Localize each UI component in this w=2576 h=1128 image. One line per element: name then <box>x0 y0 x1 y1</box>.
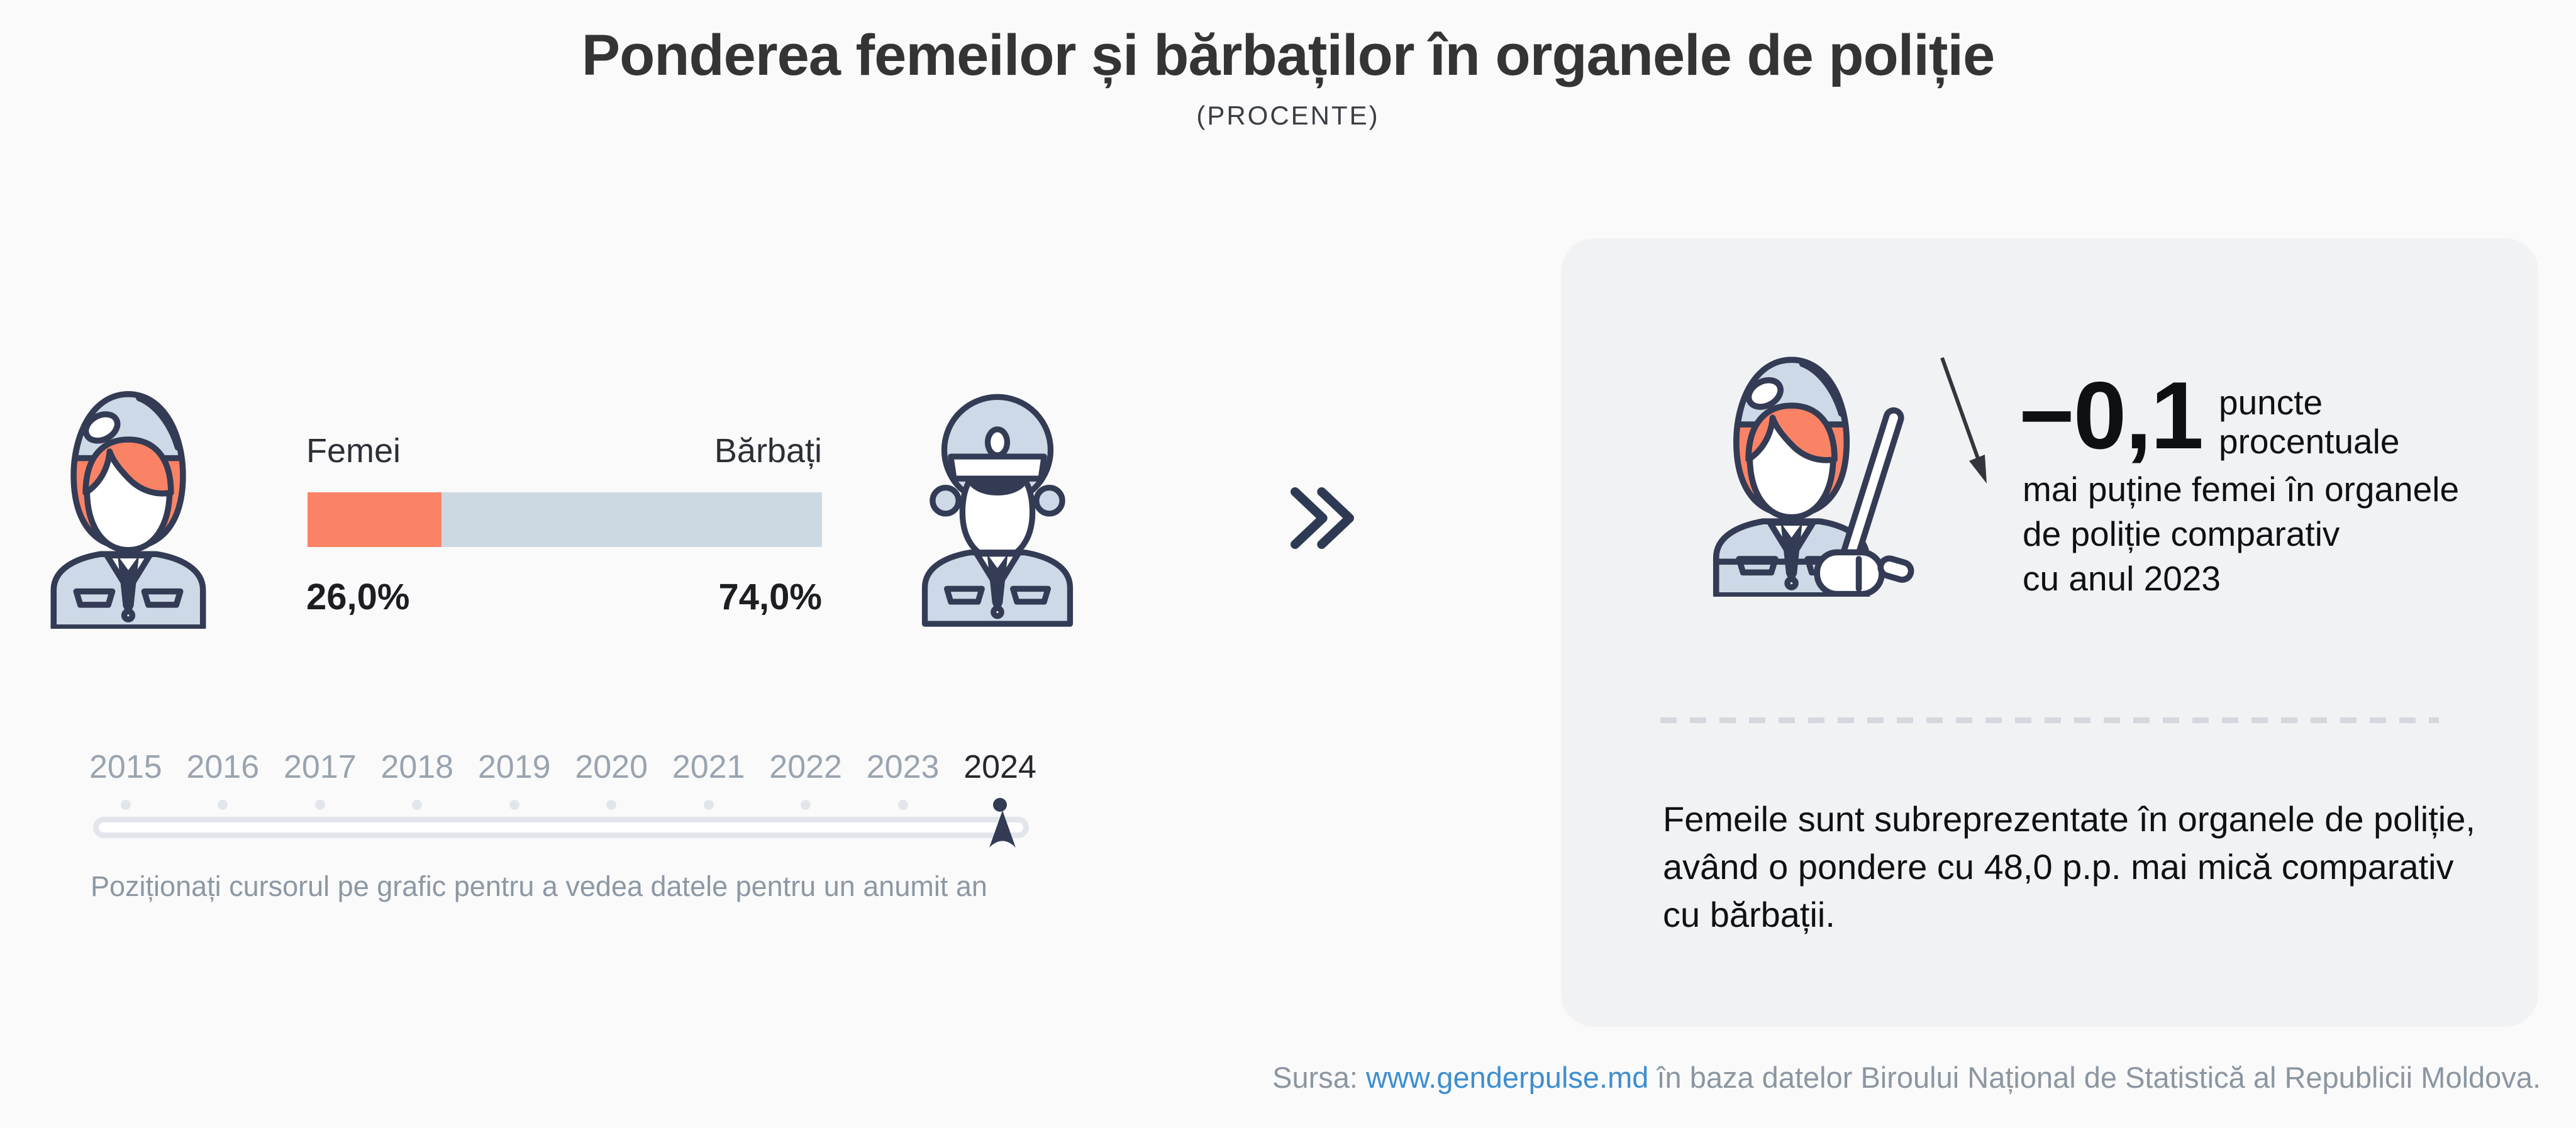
timeline-year-label: 2015 <box>89 749 162 785</box>
timeline-year-item[interactable]: 2020 <box>575 748 648 812</box>
timeline-dot <box>218 800 228 810</box>
timeline-year-label: 2016 <box>186 749 260 785</box>
slider-cursor-marker-icon[interactable] <box>987 809 1018 851</box>
timeline-dot <box>993 798 1008 812</box>
gender-share-bar[interactable] <box>308 492 822 547</box>
timeline-dot <box>314 800 325 810</box>
timeline-year-item[interactable]: 2023 <box>866 748 940 812</box>
page-title: Ponderea femeilor și bărbaților în organ… <box>581 23 1996 87</box>
panel-summary: Femeile sunt subreprezentate în organele… <box>1663 799 2475 934</box>
timeline-year-item[interactable]: 2021 <box>672 748 745 812</box>
timeline-year-item[interactable]: 2024 <box>963 748 1036 812</box>
timeline-dot <box>801 800 811 810</box>
delta-unit: puncte procentuale <box>2219 383 2400 461</box>
summary-panel: −0,1 puncte procentuale mai puține femei … <box>1561 238 2538 1027</box>
timeline-year-item[interactable]: 2016 <box>186 748 259 812</box>
timeline-year-label: 2020 <box>575 749 648 785</box>
bar-segment-male[interactable] <box>441 492 822 547</box>
timeline-year-label: 2023 <box>866 749 940 785</box>
timeline-year-item[interactable]: 2019 <box>478 748 551 812</box>
female-police-officer-with-baton-icon <box>1687 328 1914 597</box>
down-right-arrow-icon <box>1940 357 1987 484</box>
timeline-year-label: 2019 <box>477 749 551 785</box>
timeline-year-label: 2022 <box>769 749 842 785</box>
timeline-year-item[interactable]: 2022 <box>769 748 842 812</box>
source-link[interactable]: www.genderpulse.md <box>1366 1061 1649 1094</box>
double-chevron-right-icon <box>1291 487 1354 550</box>
timeline-year-item[interactable]: 2015 <box>89 748 162 812</box>
timeline-year-label: 2021 <box>672 749 745 785</box>
delta-description: mai puține femei în organele de poliție c… <box>2023 470 2460 598</box>
timeline-dot <box>120 800 131 810</box>
female-series-label: Femei <box>306 432 401 470</box>
timeline-year-label: 2017 <box>283 749 357 785</box>
source-prefix: Sursa: <box>1272 1061 1367 1094</box>
female-value-label: 26,0% <box>306 577 410 617</box>
timeline-dot <box>412 800 423 810</box>
timeline-hint: Poziționați cursorul pe grafic pentru a … <box>91 870 987 902</box>
timeline-year-item[interactable]: 2018 <box>380 748 453 812</box>
source-line: Sursa: www.genderpulse.md în baza datelo… <box>1272 1060 2541 1095</box>
timeline-year-item[interactable]: 2017 <box>284 748 357 812</box>
male-series-label: Bărbați <box>714 432 822 470</box>
timeline-dot <box>509 800 519 810</box>
male-police-officer-icon <box>913 362 1082 629</box>
timeline-dot <box>897 800 908 810</box>
delta-value: −0,1 <box>2019 362 2204 469</box>
dashed-divider <box>1660 717 2439 723</box>
timeline-slider-track-inner <box>99 822 1023 832</box>
timeline-dot <box>606 800 617 810</box>
timeline-year-label: 2018 <box>380 749 454 785</box>
timeline-year-label: 2024 <box>963 749 1036 785</box>
page-subtitle: (PROCENTE) <box>1196 101 1380 130</box>
male-value-label: 74,0% <box>718 577 822 617</box>
female-police-officer-icon <box>42 362 215 629</box>
timeline-dot <box>703 800 714 810</box>
timeline-slider-track[interactable] <box>93 817 1029 838</box>
bar-segment-female[interactable] <box>308 492 441 547</box>
source-suffix: în baza datelor Biroului Național de Sta… <box>1648 1061 2541 1094</box>
timeline-years[interactable]: 2015 2016 2017 2018 2019 2020 2021 2022 2023 2024 <box>89 748 1036 812</box>
